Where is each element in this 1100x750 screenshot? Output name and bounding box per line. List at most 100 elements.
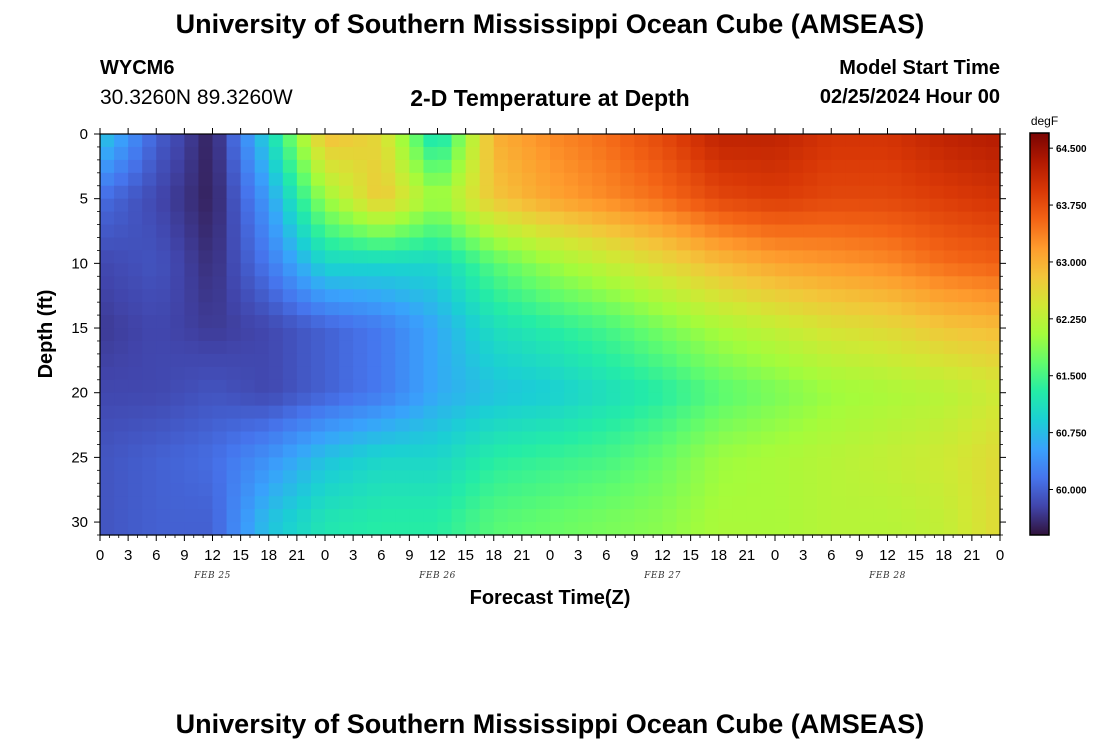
heatmap-cell (817, 315, 832, 329)
heatmap-cell (268, 509, 284, 523)
heatmap-cell (128, 289, 143, 303)
heatmap-cell (831, 444, 846, 458)
heatmap-cell (226, 328, 242, 342)
heatmap-cell (296, 379, 312, 394)
heatmap-cell (296, 457, 312, 471)
heatmap-cell (535, 444, 551, 458)
heatmap-cell (479, 444, 495, 458)
heatmap-cell (423, 237, 439, 252)
heatmap-cell (606, 185, 621, 200)
heatmap-cell (985, 224, 1001, 239)
heatmap-cell (564, 211, 579, 226)
heatmap-cell (887, 146, 903, 161)
heatmap-cell (325, 340, 340, 355)
heatmap-cell (929, 379, 945, 394)
heatmap-cell (254, 431, 270, 446)
heatmap-cell (128, 457, 143, 471)
heatmap-cell (437, 237, 453, 252)
heatmap-cell (254, 224, 270, 239)
heatmap-cell (634, 328, 650, 342)
x-tick-label: 12 (429, 547, 446, 564)
heatmap-cell (704, 444, 720, 458)
heatmap-cell (873, 276, 889, 290)
heatmap-cell (479, 224, 495, 239)
heatmap-cell (156, 263, 171, 277)
heatmap-cell (282, 250, 298, 264)
heatmap-cell (156, 483, 171, 497)
heatmap-cell (592, 392, 607, 407)
heatmap-cell (381, 315, 396, 329)
heatmap-cell (789, 289, 804, 303)
heatmap-cell (789, 522, 804, 536)
heatmap-cell (451, 159, 467, 174)
heatmap-cell (803, 509, 818, 523)
heatmap-cell (409, 302, 425, 316)
heatmap-cell (423, 392, 439, 407)
heatmap-cell (943, 302, 959, 316)
heatmap-cell (676, 134, 692, 148)
heatmap-cell (507, 509, 523, 523)
heatmap-cell (268, 392, 284, 407)
heatmap-cell (718, 315, 734, 329)
heatmap-cell (901, 353, 917, 368)
heatmap-cell (310, 250, 326, 264)
heatmap-cell (929, 315, 945, 329)
heatmap-cell (550, 289, 565, 303)
heatmap-cell (100, 470, 115, 484)
heatmap-cell (957, 134, 973, 148)
heatmap-cell (409, 379, 425, 394)
heatmap-cell (437, 159, 453, 174)
heatmap-cell (451, 431, 467, 446)
heatmap-cell (957, 185, 973, 200)
heatmap-cell (873, 522, 889, 536)
heatmap-cell (845, 172, 860, 187)
heatmap-cell (240, 302, 256, 316)
colorbar-tick-label: 63.000 (1056, 258, 1087, 269)
heatmap-cell (381, 198, 396, 213)
heatmap-cell (803, 444, 818, 458)
heatmap-cell (564, 250, 579, 264)
heatmap-cell (985, 185, 1001, 200)
heatmap-cell (789, 146, 804, 161)
heatmap-cell (184, 405, 200, 420)
heatmap-cell (592, 353, 607, 368)
heatmap-cell (437, 302, 453, 316)
heatmap-cell (634, 198, 650, 213)
heatmap-cell (212, 457, 228, 471)
heatmap-cell (550, 496, 565, 510)
heatmap-cell (901, 198, 917, 213)
heatmap-cell (409, 224, 425, 239)
heatmap-cell (775, 366, 790, 381)
heatmap-cell (732, 392, 748, 407)
heatmap-cell (760, 496, 776, 510)
heatmap-cell (859, 483, 875, 497)
heatmap-cell (226, 263, 242, 277)
heatmap-cell (240, 276, 256, 290)
heatmap-cell (170, 276, 185, 290)
heatmap-cell (845, 379, 860, 394)
heatmap-cell (268, 328, 284, 342)
heatmap-cell (184, 185, 200, 200)
heatmap-cell (985, 340, 1001, 355)
heatmap-cell (690, 328, 706, 342)
heatmap-cell (465, 237, 481, 252)
heatmap-cell (606, 134, 621, 148)
heatmap-cell (957, 483, 973, 497)
heatmap-cell (550, 444, 565, 458)
heatmap-cell (367, 470, 382, 484)
heatmap-cell (128, 431, 143, 446)
heatmap-cell (325, 289, 340, 303)
heatmap-cell (957, 315, 973, 329)
heatmap-cell (775, 496, 790, 510)
heatmap-cell (578, 172, 593, 187)
heatmap-cell (985, 289, 1001, 303)
heatmap-cell (676, 444, 692, 458)
heatmap-cell (184, 224, 200, 239)
heatmap-cell (606, 328, 621, 342)
heatmap-cell (142, 289, 157, 303)
heatmap-cell (451, 185, 467, 200)
heatmap-cell (535, 134, 551, 148)
heatmap-cell (929, 198, 945, 213)
heatmap-cell (226, 392, 242, 407)
heatmap-cell (718, 328, 734, 342)
